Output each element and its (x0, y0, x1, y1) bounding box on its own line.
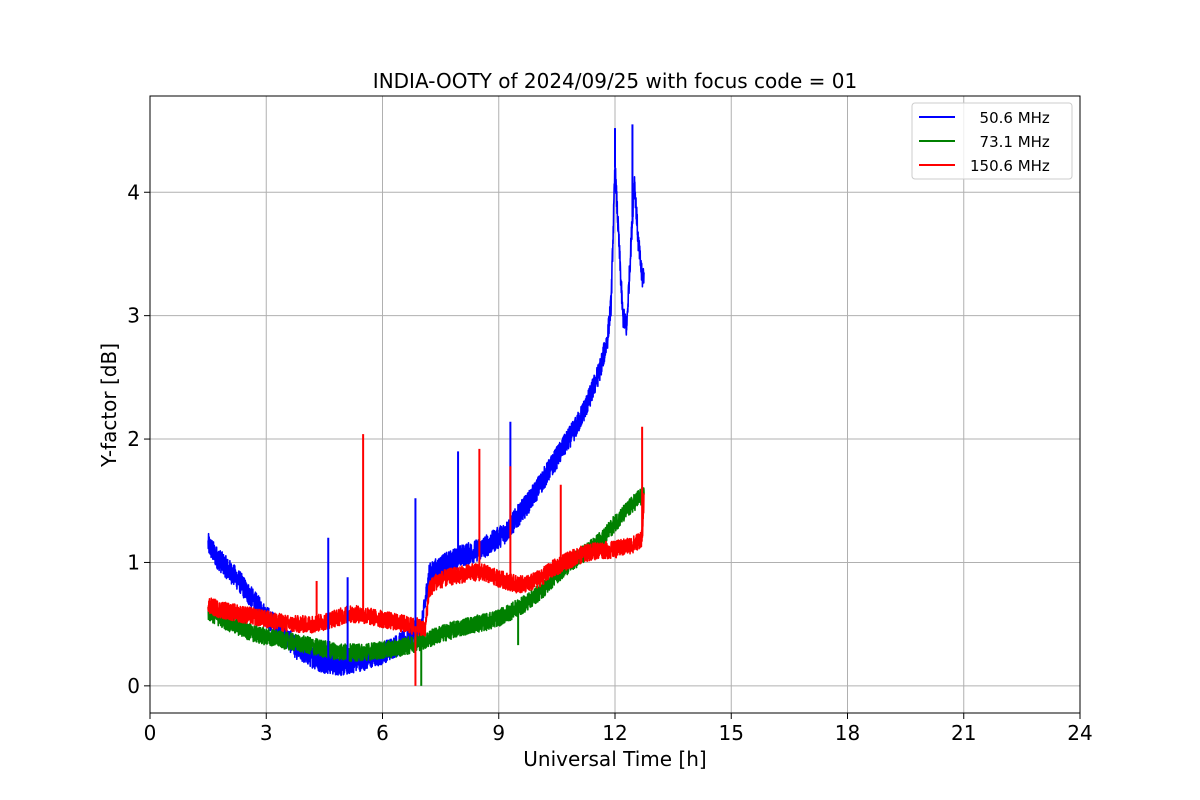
x-tick-label: 12 (602, 721, 627, 745)
plot-series (207, 124, 645, 686)
x-tick-label: 21 (951, 721, 976, 745)
x-axis-ticks: 0 3 6 9 12 15 18 21 24 (144, 713, 1093, 745)
y-axis-ticks: 0 1 2 3 4 (127, 180, 150, 698)
x-tick-label: 24 (1067, 721, 1092, 745)
legend: 50.6 MHz 73.1 MHz 150.6 MHz (911, 102, 1073, 180)
legend-label-73-mhz: 73.1 MHz (970, 133, 1050, 151)
x-tick-label: 15 (719, 721, 744, 745)
y-tick-label: 3 (127, 304, 140, 328)
x-axis-label: Universal Time [h] (523, 747, 706, 771)
x-tick-label: 3 (260, 721, 273, 745)
y-axis-label: Y-factor [dB] (97, 343, 121, 468)
y-tick-label: 1 (127, 550, 140, 574)
legend-label-150-mhz: 150.6 MHz (970, 157, 1050, 175)
y-tick-label: 2 (127, 427, 140, 451)
chart-title: INDIA-OOTY of 2024/09/25 with focus code… (373, 69, 857, 93)
y-tick-label: 4 (127, 180, 140, 204)
legend-label-50-mhz: 50.6 MHz (970, 109, 1050, 127)
x-tick-label: 18 (835, 721, 860, 745)
legend-box (911, 102, 1073, 180)
x-tick-label: 6 (376, 721, 389, 745)
x-tick-label: 9 (492, 721, 505, 745)
y-tick-label: 0 (127, 674, 140, 698)
x-tick-label: 0 (144, 721, 157, 745)
series-line-2 (207, 493, 645, 637)
